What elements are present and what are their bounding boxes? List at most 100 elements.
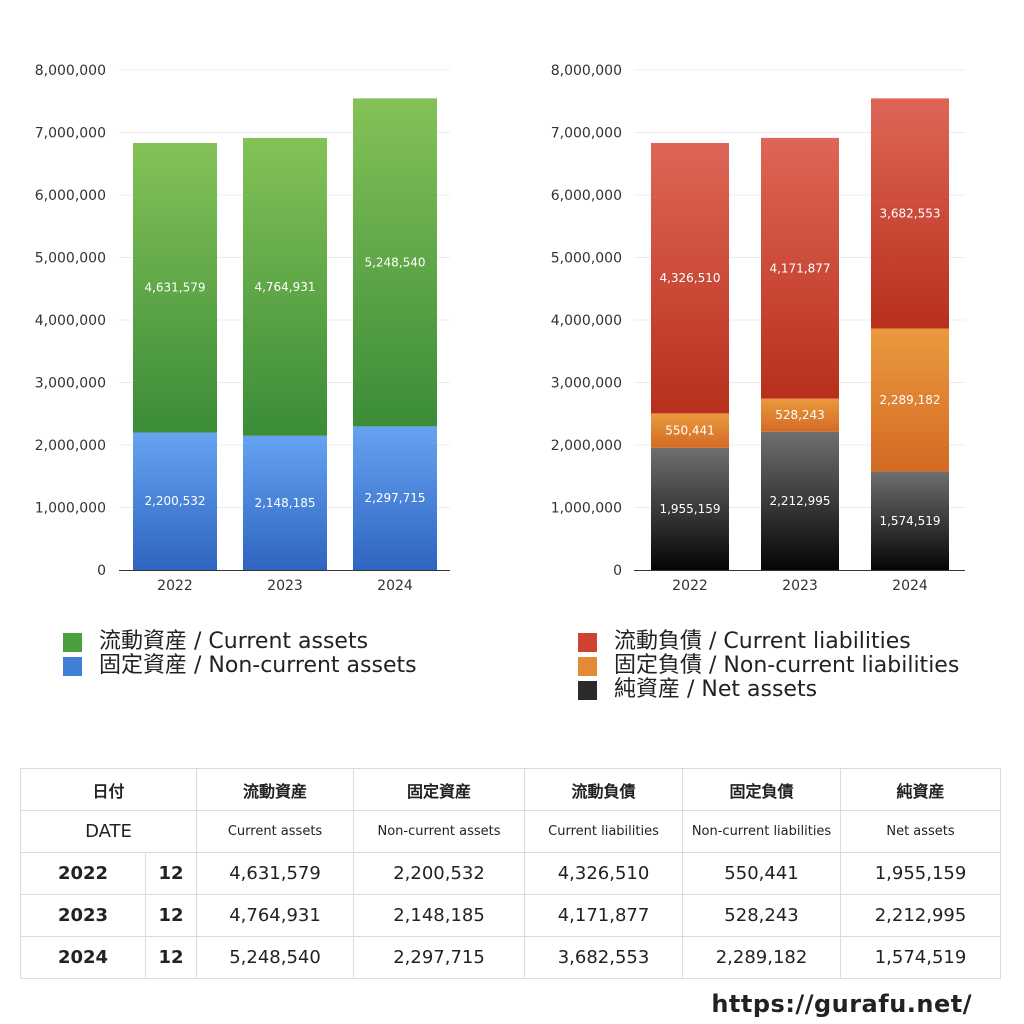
legend-item-current-liabilities: 流動負債 / Current liabilities [578,630,959,654]
x-tick-label: 2023 [267,578,303,594]
cell-current-assets: 5,248,540 [196,936,355,979]
cell-non-current-assets: 2,297,715 [353,936,526,979]
row-year: 2024 [20,936,146,979]
header-date-jp: 日付 [19,768,198,811]
bar-segment [871,328,949,472]
cell-net-assets: 2,212,995 [840,894,1002,937]
bar-segment [353,98,437,427]
y-tick-label: 8,000,000 [35,63,106,79]
header-current-assets-en: Current assets [196,810,355,853]
legend-label-non-current-assets: 固定資産 / Non-current assets [99,653,417,678]
y-tick-label: 4,000,000 [551,313,622,329]
legend-item-net-assets: 純資産 / Net assets [578,678,959,702]
y-tick-label: 3,000,000 [35,376,106,392]
legend-swatch-non-current-liabilities [578,656,597,676]
bar-segment [353,426,437,570]
legend-label-net-assets: 純資産 / Net assets [614,677,818,702]
cell-non-current-liabilities: 528,243 [682,894,842,937]
bar-segment [133,142,217,433]
cell-current-liabilities: 4,171,877 [524,894,684,937]
data-label: 1,955,159 [659,502,720,516]
bar-segment [651,447,729,570]
cell-net-assets: 1,955,159 [840,852,1002,895]
data-label: 4,764,931 [254,280,315,294]
header-current-assets-jp: 流動資産 [196,768,355,811]
bar-segment [761,137,839,399]
data-label: 4,631,579 [144,281,205,295]
cell-current-assets: 4,631,579 [196,852,355,895]
x-tick-label: 2022 [157,578,193,594]
bar-segment [871,471,949,570]
y-tick-label: 6,000,000 [35,188,106,204]
cell-current-assets: 4,764,931 [196,894,355,937]
legend-swatch-current-liabilities [578,632,597,652]
legend-label-non-current-liabilities: 固定負債 / Non-current liabilities [614,653,960,678]
cell-current-liabilities: 4,326,510 [524,852,684,895]
y-tick-label: 4,000,000 [35,313,106,329]
y-tick-label: 2,000,000 [35,438,106,454]
cell-current-liabilities: 3,682,553 [524,936,684,979]
y-tick-label: 1,000,000 [35,501,106,517]
legend-item-current-assets: 流動資産 / Current assets [63,630,417,654]
header-date-en: DATE [19,810,198,853]
data-label: 4,326,510 [659,271,720,285]
y-tick-label: 6,000,000 [551,188,622,204]
legend-swatch-current-assets [63,632,82,652]
data-label: 2,212,995 [769,494,830,508]
y-tick-label: 8,000,000 [551,63,622,79]
data-label: 4,171,877 [769,261,830,275]
legend-item-non-current-liabilities: 固定負債 / Non-current liabilities [578,654,959,678]
x-tick-label: 2024 [377,578,413,594]
y-tick-label: 3,000,000 [551,376,622,392]
table-row: 2022 12 4,631,579 2,200,532 4,326,510 55… [20,852,1002,895]
legend-label-current-liabilities: 流動負債 / Current liabilities [614,629,911,654]
data-label: 528,243 [775,408,825,422]
header-current-liabilities-jp: 流動負債 [524,768,684,811]
table-header-en: DATE Current assets Non-current assets C… [19,810,1002,853]
bar-segment [243,137,327,436]
y-tick-label: 7,000,000 [35,126,106,142]
y-tick-label: 5,000,000 [551,251,622,267]
x-tick-label: 2022 [672,578,708,594]
data-label: 5,248,540 [364,255,425,269]
header-non-current-liabilities-en: Non-current liabilities [682,810,842,853]
row-month: 12 [144,936,198,979]
cell-non-current-assets: 2,200,532 [353,852,526,895]
y-tick-label: 2,000,000 [551,438,622,454]
header-non-current-assets-en: Non-current assets [353,810,526,853]
table-row: 2023 12 4,764,931 2,148,185 4,171,877 52… [20,894,1002,937]
site-url[interactable]: https://gurafu.net/ [711,990,972,1018]
y-tick-label: 0 [97,563,106,579]
bar-segment [651,413,729,448]
data-label: 3,682,553 [879,206,940,220]
legend-item-non-current-assets: 固定資産 / Non-current assets [63,654,417,678]
cell-non-current-liabilities: 550,441 [682,852,842,895]
data-label: 2,200,532 [144,494,205,508]
row-year: 2022 [20,852,146,895]
data-label: 2,148,185 [254,496,315,510]
table-row: 2024 12 5,248,540 2,297,715 3,682,553 2,… [20,936,1002,979]
assets-chart: 8,000,000 7,000,000 6,000,000 5,000,000 4,00… [35,63,450,594]
cell-net-assets: 1,574,519 [840,936,1002,979]
bar-segment [761,398,839,432]
y-tick-label: 1,000,000 [551,501,622,517]
balance-sheet-table: 日付 流動資産 固定資産 流動負債 固定負債 純資産 DATE Current … [19,768,1002,979]
data-label: 2,297,715 [364,491,425,505]
cell-non-current-assets: 2,148,185 [353,894,526,937]
x-tick-label: 2023 [782,578,818,594]
row-year: 2023 [20,894,146,937]
row-month: 12 [144,894,198,937]
bar-segment [651,142,729,414]
data-label: 1,574,519 [879,514,940,528]
liabilities-chart: 8,000,000 7,000,000 6,000,000 5,000,000 4,00… [551,63,965,594]
y-tick-label: 0 [613,563,622,579]
header-non-current-assets-jp: 固定資産 [353,768,526,811]
bar-segment [871,98,949,329]
x-tick-label: 2024 [892,578,928,594]
assets-legend: 流動資産 / Current assets 固定資産 / Non-current… [63,630,417,678]
legend-swatch-non-current-assets [63,656,82,676]
header-net-assets-jp: 純資産 [840,768,1002,811]
bar-segment [133,432,217,570]
data-label: 2,289,182 [879,393,940,407]
y-tick-label: 7,000,000 [551,126,622,142]
